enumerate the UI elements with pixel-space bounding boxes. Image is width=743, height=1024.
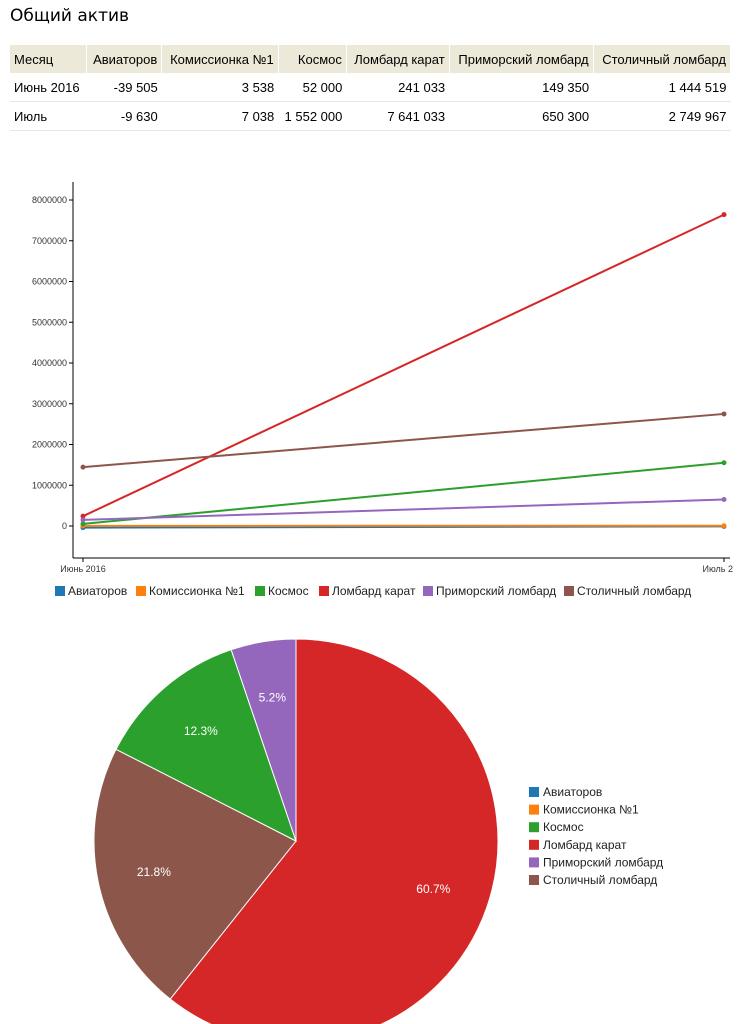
column-header[interactable]: Авиаторов (86, 45, 163, 73)
column-header[interactable]: Приморский ломбард (449, 45, 594, 73)
data-point[interactable] (80, 464, 86, 470)
table-cell: -39 505 (86, 73, 162, 102)
y-tick-label: 3000000 (32, 399, 67, 409)
legend-swatch (529, 875, 539, 885)
y-tick-label: 1000000 (32, 480, 67, 490)
slice-label: 12.3% (184, 724, 218, 738)
x-tick-label: Июнь 2016 (60, 564, 105, 574)
legend-swatch (423, 586, 433, 596)
data-point[interactable] (80, 513, 86, 519)
series-line[interactable] (82, 498, 725, 521)
y-tick-label: 7000000 (32, 236, 67, 246)
legend-item[interactable]: Столичный ломбард (577, 584, 691, 598)
y-tick-label: 4000000 (32, 358, 67, 368)
legend-swatch (55, 586, 65, 596)
column-header[interactable]: Столичный ломбард (593, 45, 732, 73)
legend-item[interactable]: Авиаторов (543, 785, 602, 799)
data-table: Месяц Авиаторов Комиссионка №1 Космос Ло… (10, 45, 732, 131)
legend-swatch (136, 586, 146, 596)
legend-swatch (529, 839, 539, 850)
table-row: Июнь 2016 -39 505 3 538 52 000 241 033 1… (10, 73, 731, 102)
series-line[interactable] (82, 412, 725, 469)
pie-slice[interactable] (115, 649, 297, 843)
data-point[interactable] (721, 460, 727, 466)
legend-swatch (529, 804, 539, 815)
legend-swatch (255, 586, 265, 596)
column-header[interactable]: Космос (278, 45, 347, 73)
table-cell: 7 038 (161, 101, 279, 131)
data-point[interactable] (80, 521, 86, 527)
pie-slice[interactable] (93, 748, 297, 1000)
data-point[interactable] (721, 497, 727, 503)
legend-item[interactable]: Космос (268, 584, 309, 598)
legend-item[interactable]: Комиссионка №1 (543, 803, 639, 817)
slice-label: 60.7% (416, 882, 450, 896)
table-cell: 1 444 519 (593, 73, 731, 102)
slice-label: 21.8% (137, 865, 171, 879)
legend-item[interactable]: Авиаторов (68, 584, 127, 598)
legend-item[interactable]: Приморский ломбард (436, 584, 556, 598)
column-header[interactable]: Ломбард карат (346, 45, 450, 73)
table-cell: 2 749 967 (593, 101, 731, 131)
legend-item[interactable]: Космос (543, 820, 584, 834)
slice-label: 5.2% (259, 690, 287, 704)
x-tick-label: Июль 2 (703, 564, 733, 574)
table-cell-month: Июнь 2016 (10, 73, 87, 102)
legend-item[interactable]: Приморский ломбард (543, 855, 663, 869)
table-cell: 52 000 (278, 73, 347, 102)
table-cell: 650 300 (449, 101, 594, 131)
series-line[interactable] (82, 213, 725, 518)
legend-swatch (564, 586, 574, 596)
y-tick-label: 2000000 (32, 440, 67, 450)
table-cell: 1 552 000 (278, 101, 347, 131)
data-point[interactable] (721, 212, 727, 218)
line-chart: 0 1000000 2000000 3000000 4000000 5000000 6000… (32, 182, 733, 598)
table-cell: 241 033 (346, 73, 450, 102)
y-tick-label: 6000000 (32, 277, 67, 287)
data-point[interactable] (721, 523, 727, 529)
legend-item[interactable]: Столичный ломбард (543, 873, 657, 887)
y-tick-label: 0 (62, 521, 67, 531)
series-line[interactable] (82, 461, 725, 525)
pie-chart: 60.7% 21.8% 12.3% 5.2% Авиаторов Комиссионка … (93, 638, 663, 1024)
table-cell: 3 538 (161, 73, 279, 102)
column-header[interactable]: Комиссионка №1 (161, 45, 279, 73)
pie-slice[interactable] (169, 638, 499, 1024)
data-point[interactable] (80, 517, 86, 523)
table-row: Июль -9 630 7 038 1 552 000 7 641 033 65… (10, 101, 731, 131)
y-tick-label: 8000000 (32, 195, 67, 205)
legend-item[interactable]: Ломбард карат (332, 584, 416, 598)
table-cell-month: Июль (10, 101, 87, 131)
column-header-month[interactable]: Месяц (10, 45, 87, 73)
legend-swatch (529, 822, 539, 833)
pie-slice[interactable] (230, 638, 297, 842)
table-header-row: Месяц Авиаторов Комиссионка №1 Космос Ло… (10, 45, 732, 73)
legend-item[interactable]: Комиссионка №1 (149, 584, 245, 598)
legend-swatch (529, 857, 539, 868)
legend-swatch (529, 787, 539, 797)
legend-item[interactable]: Ломбард карат (543, 838, 627, 852)
table-cell: 149 350 (449, 73, 594, 102)
table-cell: 7 641 033 (346, 101, 450, 131)
legend-swatch (319, 586, 329, 596)
table-cell: -9 630 (86, 101, 162, 131)
y-tick-label: 5000000 (32, 317, 67, 327)
data-point[interactable] (721, 411, 727, 417)
page-title: Общий актив (10, 6, 130, 26)
